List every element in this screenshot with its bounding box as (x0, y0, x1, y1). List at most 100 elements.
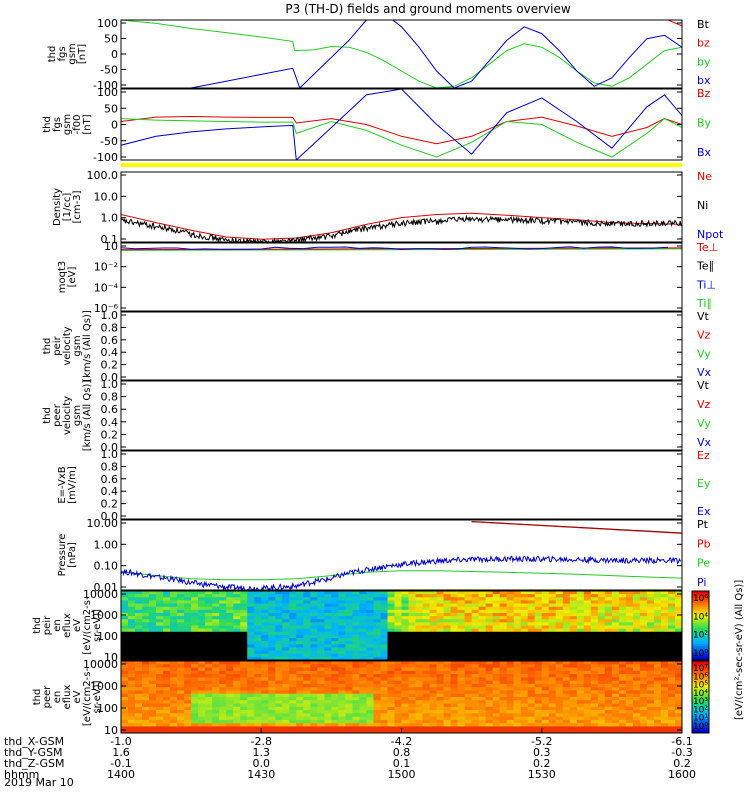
spectrogram-cell (485, 719, 494, 724)
spectrogram-cell (611, 719, 620, 724)
spectrogram-cell (345, 641, 353, 645)
spectrogram-cell (324, 625, 332, 630)
spectrogram-cell (247, 650, 255, 655)
spectrogram-cell (667, 622, 676, 626)
spectrogram-cell (478, 719, 487, 724)
colorbar-cell (692, 723, 709, 727)
spectrogram-cell (555, 644, 564, 648)
spectrogram-cell (674, 597, 683, 601)
spectrogram-cell (121, 616, 129, 620)
spectrogram-cell (408, 664, 416, 668)
spectrogram-cell (422, 628, 430, 633)
spectrogram-cell (275, 664, 283, 668)
spectrogram-cell (639, 597, 648, 601)
spectrogram-cell (282, 690, 290, 695)
spectrogram-cell (590, 700, 599, 704)
spectrogram-cell (513, 625, 522, 630)
spectrogram-cell (625, 641, 634, 645)
spectrogram-cell (583, 664, 592, 668)
spectrogram-cell (191, 713, 199, 718)
spectrogram-cell (436, 683, 444, 688)
spectrogram-cell (513, 729, 522, 734)
spectrogram-cell (331, 729, 339, 734)
spectrogram-cell (436, 609, 444, 614)
spectrogram-cell (240, 674, 248, 678)
spectrogram-cell (177, 723, 185, 727)
spectrogram-cell (233, 631, 241, 636)
spectrogram-cell (408, 628, 416, 633)
y-tick-label: 0.8 (101, 460, 119, 473)
spectrogram-cell (576, 622, 585, 626)
spectrogram-cell (660, 606, 669, 611)
spectrogram-cell (499, 616, 508, 620)
spectrogram-cell (625, 680, 634, 685)
spectrogram-cell (415, 656, 423, 661)
spectrogram-cell (177, 726, 185, 731)
spectrogram-cell (170, 667, 178, 672)
spectrogram-cell (226, 664, 234, 668)
y-tick-label: 1000 (90, 680, 118, 693)
spectrogram-cell (324, 597, 332, 601)
spectrogram-cell (170, 710, 178, 714)
spectrogram-cell (212, 697, 220, 701)
spectrogram-cell (303, 700, 311, 704)
spectrogram-cell (317, 706, 325, 711)
spectrogram-cell (128, 594, 136, 598)
spectrogram-cell (387, 687, 395, 691)
spectrogram-cell (163, 674, 171, 678)
spectrogram-cell (373, 619, 381, 623)
spectrogram-cell (212, 703, 220, 708)
spectrogram-cell (177, 597, 185, 601)
spectrogram-cell (387, 716, 395, 721)
spectrogram-cell (331, 603, 339, 608)
spectrogram-cell (408, 641, 416, 645)
spectrogram-cell (653, 697, 662, 701)
spectrogram-cell (674, 619, 683, 623)
spectrogram-cell (555, 661, 564, 665)
y-axis-label-line: peir (52, 335, 63, 355)
spectrogram-cell (520, 687, 529, 691)
spectrogram-cell (296, 713, 304, 718)
spectrogram-cell (527, 719, 536, 724)
spectrogram-cell (296, 609, 304, 614)
spectrogram-cell (338, 674, 346, 678)
spectrogram-cell (674, 594, 683, 598)
spectrogram-cell (436, 603, 444, 608)
spectrogram-cell (184, 606, 192, 611)
spectrogram-cell (163, 631, 171, 636)
spectrogram-cell (338, 726, 346, 731)
spectrogram-cell (359, 719, 367, 724)
spectrogram-cell (240, 710, 248, 714)
spectrogram-cell (660, 616, 669, 620)
spectrogram-cell (576, 664, 585, 668)
spectrogram-cell (170, 687, 178, 691)
spectrogram-cell (485, 697, 494, 701)
spectrogram-cell (534, 667, 543, 672)
spectrogram-cell (170, 697, 178, 701)
spectrogram-cell (569, 670, 578, 675)
spectrogram-cell (639, 625, 648, 630)
spectrogram-cell (478, 591, 487, 595)
spectrogram-cell (289, 697, 297, 701)
spectrogram-cell (429, 674, 437, 678)
spectrogram-cell (233, 647, 241, 651)
spectrogram-cell (310, 609, 318, 614)
spectrogram-cell (275, 653, 283, 658)
spectrogram-cell (590, 634, 599, 639)
spectrogram-cell (429, 690, 437, 695)
spectrogram-cell (485, 729, 494, 734)
spectrogram-cell (527, 706, 536, 711)
spectrogram-cell (387, 723, 395, 727)
spectrogram-cell (142, 603, 150, 608)
spectrogram-cell (275, 641, 283, 645)
spectrogram-cell (156, 661, 164, 665)
spectrogram-cell (450, 726, 458, 731)
spectrogram-cell (128, 710, 136, 714)
spectrogram-cell (506, 622, 515, 626)
spectrogram-cell (198, 631, 206, 636)
spectrogram-cell (247, 594, 255, 598)
spectrogram-cell (639, 644, 648, 648)
spectrogram-cell (296, 723, 304, 727)
spectrogram-cell (492, 647, 501, 651)
y-axis-label: moqt3 [eV] (57, 261, 78, 294)
